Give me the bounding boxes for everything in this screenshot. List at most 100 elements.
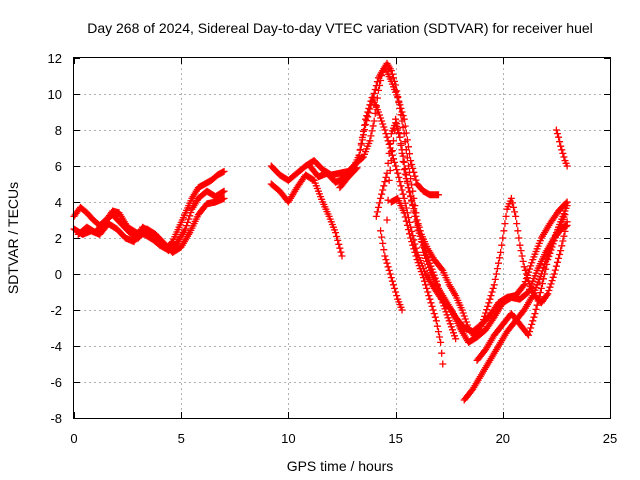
data-point — [407, 234, 415, 242]
data-point — [485, 299, 493, 307]
data-point — [419, 241, 427, 249]
data-point — [396, 133, 404, 141]
data-point — [416, 232, 424, 240]
data-point — [538, 280, 546, 288]
data-point — [407, 193, 415, 201]
data-point — [462, 318, 470, 326]
x-tick-label: 5 — [178, 431, 185, 446]
data-point — [544, 256, 552, 264]
data-point — [511, 208, 519, 216]
data-point — [557, 142, 565, 150]
data-point — [402, 129, 410, 137]
data-point — [438, 295, 446, 303]
data-point — [389, 74, 397, 82]
data-point — [512, 212, 520, 220]
data-point — [399, 190, 407, 198]
data-point — [423, 284, 431, 292]
data-point — [392, 288, 400, 296]
data-point — [398, 306, 406, 314]
data-point — [414, 226, 422, 234]
data-point — [523, 289, 531, 297]
data-point — [517, 247, 525, 255]
data-point — [409, 164, 417, 172]
data-point — [382, 173, 390, 181]
data-point — [500, 227, 508, 235]
data-point — [392, 115, 400, 123]
y-tick-label: 8 — [55, 123, 62, 138]
data-point — [411, 172, 419, 180]
data-point — [492, 270, 500, 278]
data-point — [528, 259, 536, 267]
data-point — [522, 270, 530, 278]
data-point — [185, 215, 193, 223]
y-tick-label: 2 — [55, 231, 62, 246]
data-point — [556, 251, 564, 258]
data-point — [412, 218, 420, 226]
data-point — [421, 277, 429, 285]
series-track-13 — [473, 211, 569, 364]
data-point — [392, 162, 400, 170]
data-point — [352, 165, 360, 173]
data-point — [380, 182, 388, 190]
data-point — [487, 292, 495, 300]
data-point — [400, 194, 408, 202]
data-point — [438, 349, 446, 357]
data-point — [404, 143, 412, 151]
data-point — [374, 86, 382, 94]
data-point — [377, 114, 385, 122]
data-point — [549, 240, 557, 248]
data-point — [559, 237, 567, 245]
series-track-3 — [74, 194, 228, 256]
data-point — [451, 332, 459, 340]
x-axis-label: GPS time / hours — [287, 458, 394, 474]
data-point — [408, 238, 416, 246]
data-point — [418, 238, 426, 246]
data-point — [396, 101, 404, 109]
data-point — [183, 222, 191, 230]
data-point — [358, 133, 366, 141]
data-point — [415, 229, 423, 237]
data-point — [394, 94, 402, 102]
data-point — [436, 288, 444, 296]
data-point — [410, 168, 418, 176]
y-tick-label: -2 — [50, 303, 62, 318]
data-point — [334, 236, 342, 244]
data-point — [541, 270, 549, 278]
data-point — [387, 157, 395, 165]
data-point — [181, 225, 189, 233]
data-point — [560, 232, 568, 240]
data-point — [432, 277, 440, 285]
data-point — [387, 274, 395, 282]
data-point — [408, 197, 416, 205]
data-point — [355, 152, 363, 160]
data-point — [520, 263, 528, 271]
data-point — [514, 227, 522, 235]
y-tick-label: 10 — [48, 87, 62, 102]
data-point — [434, 328, 442, 336]
data-point — [220, 187, 228, 195]
data-point — [507, 194, 515, 202]
data-point — [384, 263, 392, 271]
data-point — [425, 256, 433, 264]
data-point — [404, 226, 412, 234]
data-point — [448, 326, 456, 334]
data-point — [563, 202, 571, 210]
data-point — [460, 312, 468, 320]
data-point — [372, 212, 380, 220]
data-point — [393, 292, 401, 300]
data-point — [523, 274, 531, 282]
data-point — [378, 233, 386, 241]
data-point — [499, 234, 507, 242]
data-point — [187, 209, 195, 216]
data-point — [536, 289, 544, 297]
y-tick-label: 6 — [55, 159, 62, 174]
series-track-7 — [336, 94, 571, 346]
data-point — [518, 252, 526, 260]
data-point — [525, 331, 533, 339]
data-point — [558, 242, 566, 250]
data-point — [412, 176, 420, 184]
data-point — [516, 241, 524, 249]
data-point — [481, 312, 489, 320]
data-point — [386, 270, 394, 278]
